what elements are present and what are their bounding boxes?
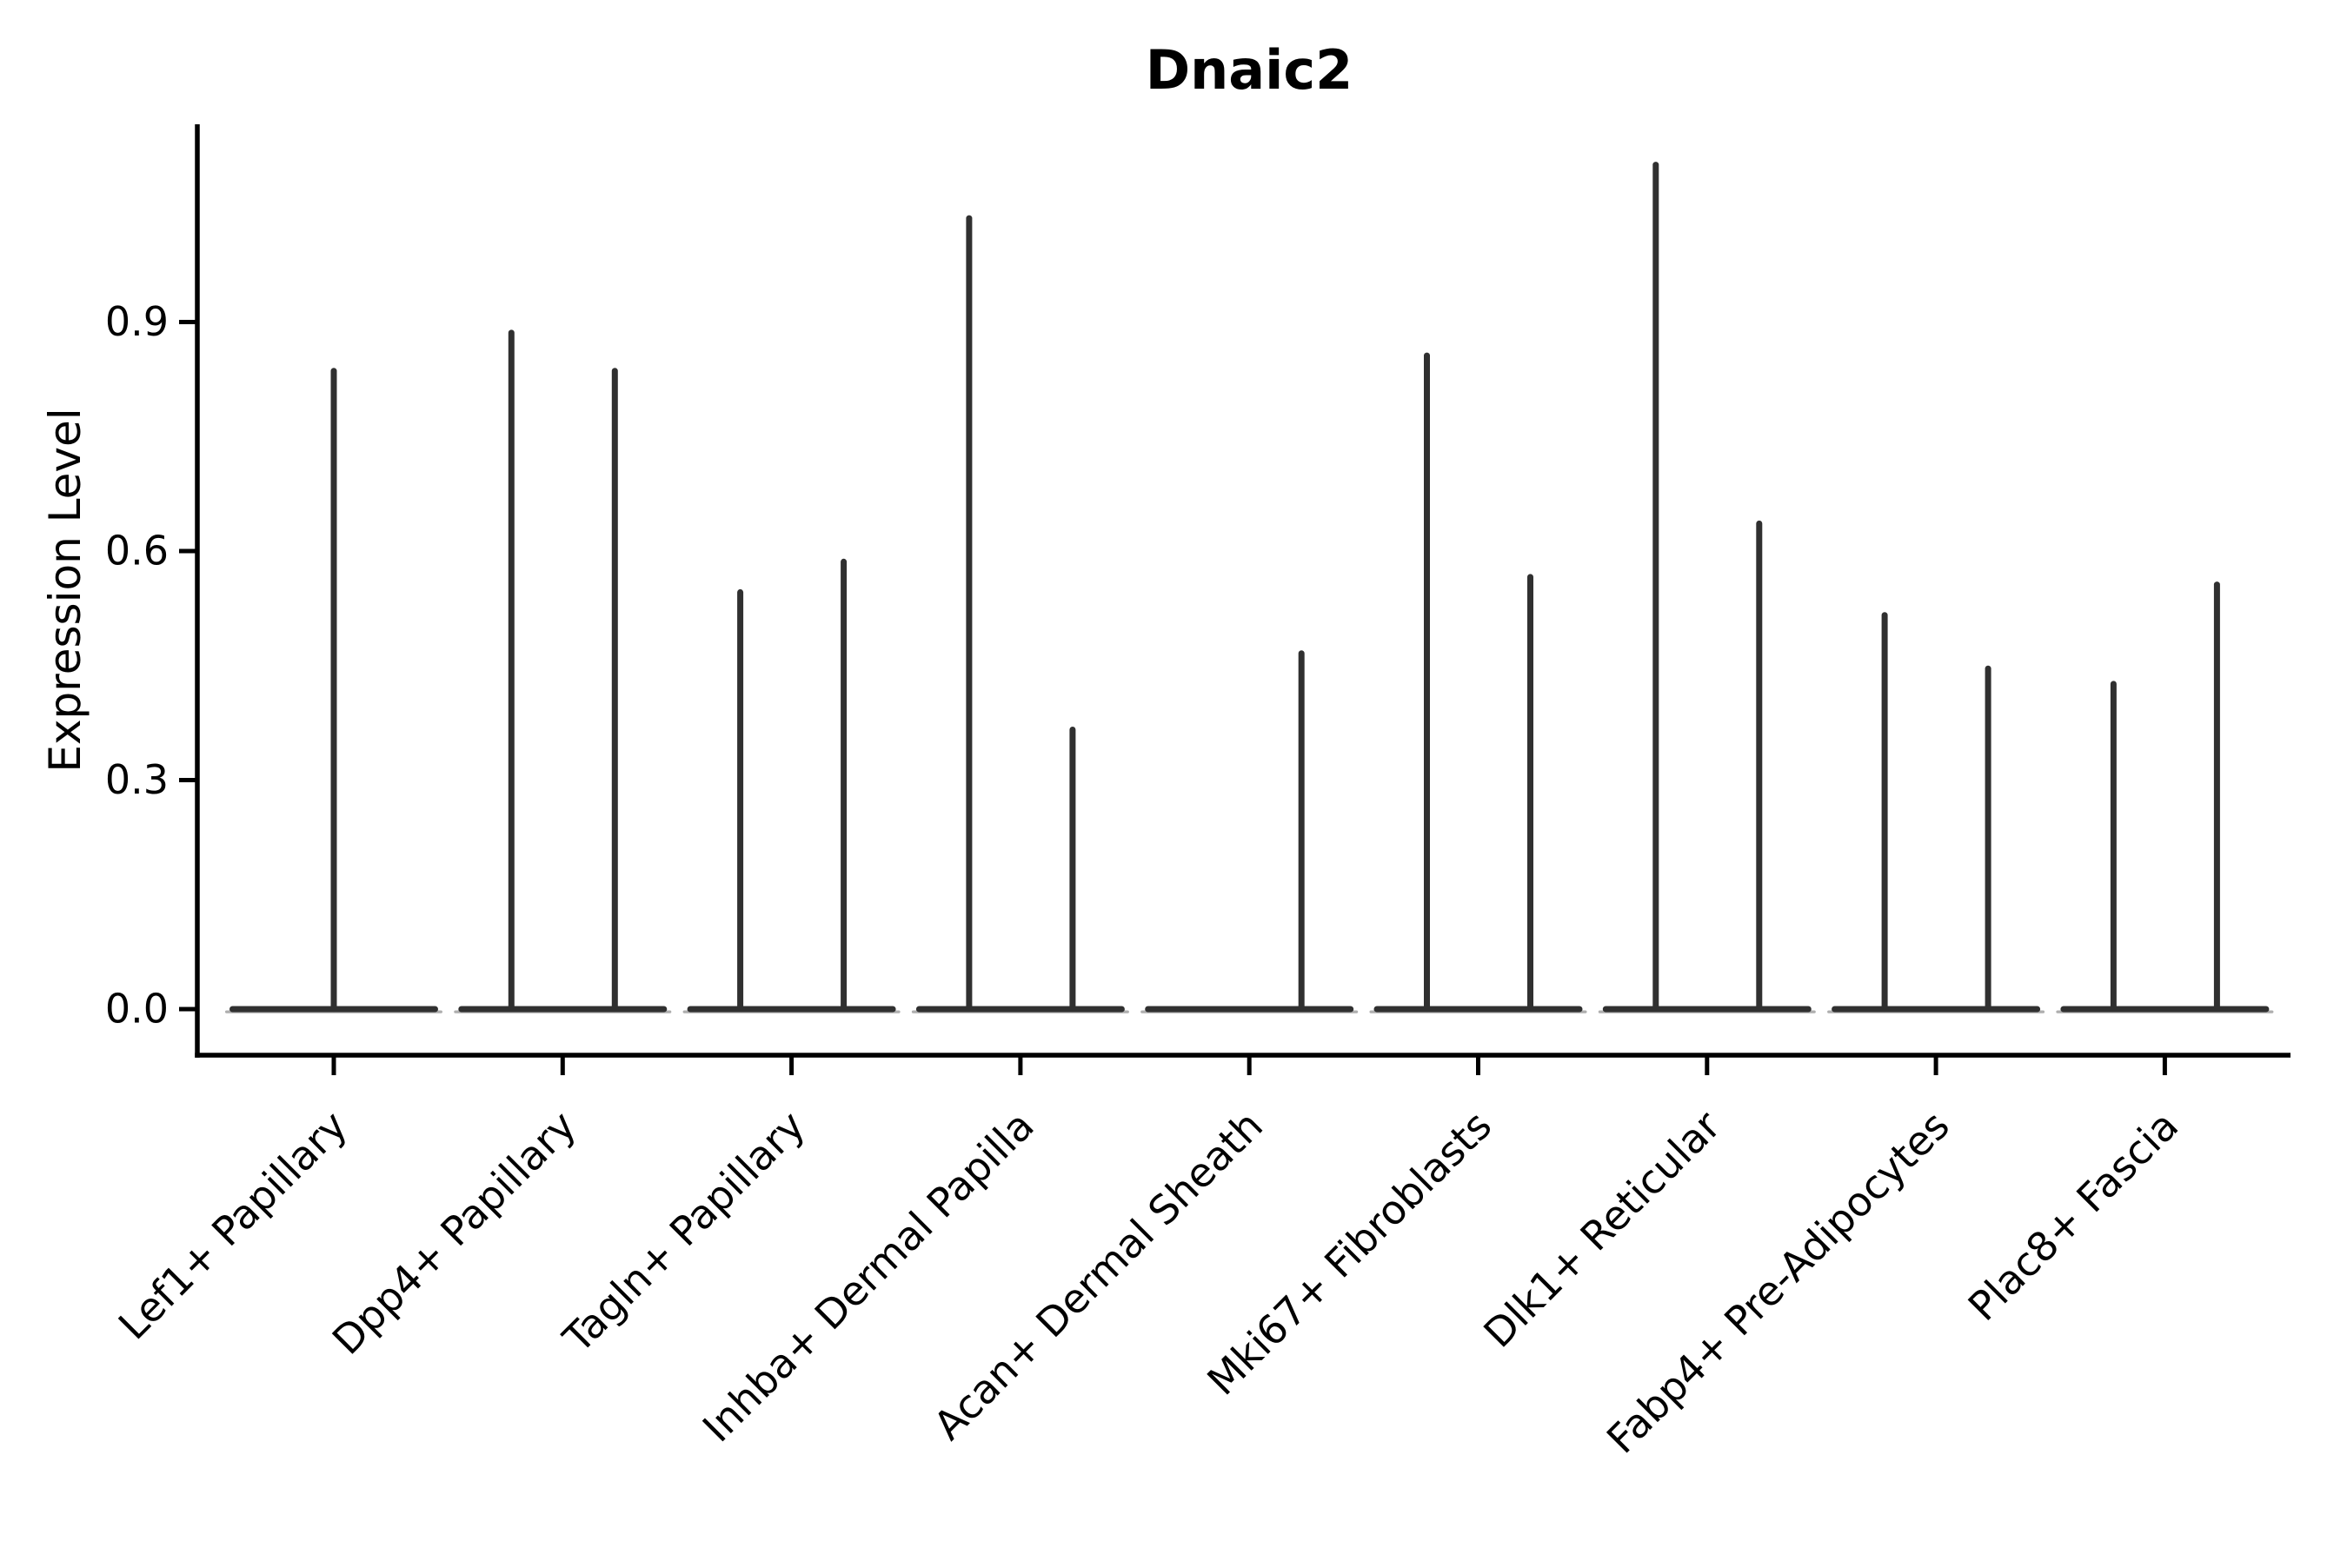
violin-spike: [966, 215, 973, 1013]
violin-spike: [737, 588, 744, 1013]
chart-title: Dnaic2: [1146, 38, 1353, 102]
violin-spike: [1424, 352, 1430, 1013]
violin-baseline: [915, 1006, 1125, 1013]
violin-spike: [508, 329, 515, 1013]
y-tick-label: 0.6: [105, 528, 169, 575]
violin-spike: [611, 368, 618, 1013]
violin-spike: [1985, 665, 1991, 1013]
x-tick-label: Dpp4+ Papillary: [323, 1102, 585, 1364]
violin-spike: [1527, 574, 1533, 1013]
violin-spike: [1298, 650, 1305, 1013]
violin-spike: [841, 558, 848, 1013]
violin-spike: [1069, 727, 1076, 1013]
violin-baseline: [1145, 1006, 1354, 1013]
violin-baseline: [1832, 1006, 2041, 1013]
violin-baseline: [1373, 1006, 1583, 1013]
violin-spike: [1881, 612, 1888, 1013]
violin-spike: [2213, 581, 2220, 1013]
violin-baseline: [1602, 1006, 1812, 1013]
x-tick-label: Plac8+ Fascia: [1959, 1102, 2187, 1330]
x-tick-label: Tagln+ Papillary: [554, 1102, 814, 1363]
violin-spike: [330, 368, 337, 1013]
x-tick-label: Dlk1+ Reticular: [1474, 1102, 1729, 1357]
violin-baseline: [687, 1006, 896, 1013]
violin-spike: [2110, 681, 2117, 1013]
violins-layer: [225, 162, 2274, 1013]
violin-baseline: [2060, 1006, 2270, 1013]
violin-spike: [1756, 520, 1763, 1013]
y-tick-label: 0.0: [105, 986, 169, 1033]
y-axis-label: Expression Level: [40, 408, 90, 772]
x-tick-label: Lef1+ Papillary: [110, 1102, 356, 1349]
y-tick-label: 0.9: [105, 298, 169, 345]
y-tick-label: 0.3: [105, 756, 169, 803]
violin-spike: [1652, 162, 1659, 1013]
violin-baseline: [458, 1006, 668, 1013]
